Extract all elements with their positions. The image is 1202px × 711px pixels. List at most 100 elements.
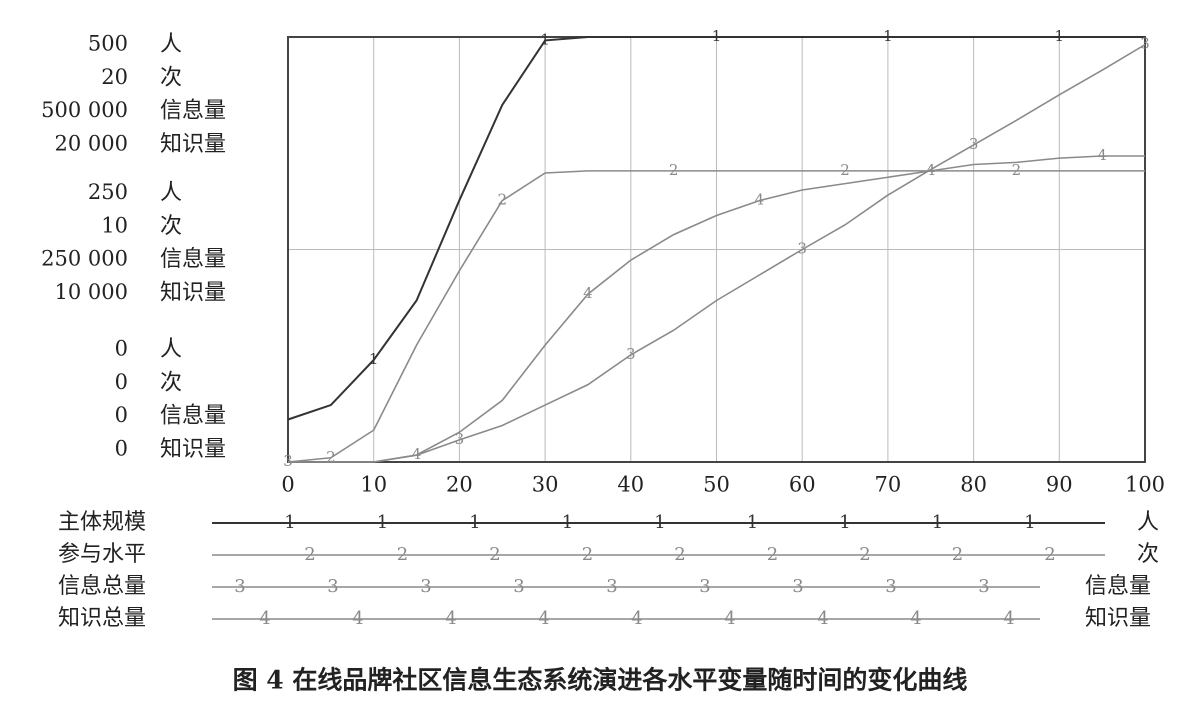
series-line [287,36,1145,421]
legend-marker: 2 [397,544,408,565]
x-tick-label: 60 [789,473,816,497]
x-tick-label: 20 [446,473,473,497]
legend-marker: 4 [817,608,828,629]
legend-label: 主体规模 [58,510,146,535]
legend-marker: 3 [978,576,989,597]
y-tick-label: 10 [101,213,128,237]
series-marker: 1 [369,350,379,368]
legend-marker: 2 [489,544,500,565]
legend-marker: 1 [1024,512,1035,533]
legend-unit: 次 [1137,542,1159,567]
legend-marker: 1 [469,512,480,533]
y-tick-label: 20 [101,65,128,89]
series-marker: 4 [412,445,422,463]
legend-marker: 1 [562,512,573,533]
series-marker: 1 [883,27,893,45]
legend-label: 参与水平 [58,542,146,567]
legend-marker: 3 [699,576,710,597]
y-tick-label: 250 000 [41,247,128,271]
series-marker: 4 [583,284,593,302]
series-marker: 3 [1140,35,1150,53]
legend-marker: 2 [952,544,963,565]
series-marker: 3 [969,135,979,153]
y-tick-label: 20 000 [55,131,128,155]
series-marker: 4 [1097,146,1107,164]
legend-marker: 3 [420,576,431,597]
series-line [288,43,1146,463]
x-tick-label: 100 [1125,473,1165,497]
legend-marker: 4 [631,608,642,629]
legend-marker: 4 [445,608,456,629]
legend-marker: 3 [606,576,617,597]
legend-marker: 1 [747,512,758,533]
y-unit-label: 次 [160,370,182,395]
legend-marker: 2 [304,544,315,565]
legend-unit: 人 [1137,510,1159,535]
x-tick-label: 70 [875,473,902,497]
legend-marker: 3 [234,576,245,597]
legend-marker: 1 [932,512,943,533]
legend-marker: 4 [259,608,270,629]
series-marker: 2 [840,161,850,179]
legend-marker: 1 [377,512,388,533]
x-tick-label: 0 [281,473,294,497]
legend-unit: 信息量 [1085,574,1151,599]
y-unit-label: 次 [160,214,182,239]
legend-unit: 知识量 [1085,606,1151,631]
y-tick-label: 0 [115,337,128,361]
legend-label: 信息总量 [58,574,146,599]
y-unit-label: 知识量 [160,132,226,157]
x-tick-label: 90 [1046,473,1073,497]
x-tick-label: 80 [960,473,987,497]
y-unit-label: 人 [160,337,182,362]
legend-marker: 3 [792,576,803,597]
series-marker: 1 [712,27,722,45]
legend-marker: 2 [1044,544,1055,565]
series-marker: 2 [1012,161,1022,179]
legend-marker: 2 [582,544,593,565]
y-tick-label: 500 000 [41,98,128,122]
y-tick-label: 0 [115,403,128,427]
y-unit-label: 人 [160,181,182,206]
series-line [288,155,1145,463]
x-tick-label: 50 [703,473,730,497]
x-tick-label: 40 [617,473,644,497]
legend-label: 知识总量 [58,606,146,631]
y-unit-label: 信息量 [160,99,226,124]
legend-marker: 3 [513,576,524,597]
y-unit-label: 知识量 [160,280,226,305]
legend-marker: 2 [767,544,778,565]
y-unit-label: 知识量 [160,437,226,462]
legend-marker: 4 [538,608,549,629]
x-tick-label: 30 [532,473,559,497]
legend-marker: 4 [724,608,735,629]
y-unit-label: 信息量 [160,404,226,429]
x-tick-label: 10 [360,473,387,497]
legend-marker: 2 [859,544,870,565]
y-tick-label: 500 [88,32,128,56]
series-line [287,170,1145,463]
series-marker: 4 [926,161,936,179]
series-marker: 1 [540,30,550,48]
legend-marker: 4 [352,608,363,629]
series-marker: 4 [755,191,765,209]
y-unit-label: 次 [160,65,182,90]
series-marker: 3 [283,452,293,470]
y-unit-label: 信息量 [160,247,226,272]
series-marker: 3 [797,240,807,258]
legend-marker: 1 [284,512,295,533]
series-marker: 1 [1055,27,1065,45]
legend-marker: 4 [910,608,921,629]
legend-marker: 4 [1003,608,1014,629]
y-tick-label: 0 [115,437,128,461]
legend-marker: 3 [327,576,338,597]
y-tick-label: 0 [115,370,128,394]
legend-marker: 1 [839,512,850,533]
series-marker: 2 [326,448,336,466]
y-tick-label: 10 000 [55,280,128,304]
series-marker: 3 [626,345,636,363]
series-marker: 3 [455,430,465,448]
series-marker: 2 [669,161,679,179]
